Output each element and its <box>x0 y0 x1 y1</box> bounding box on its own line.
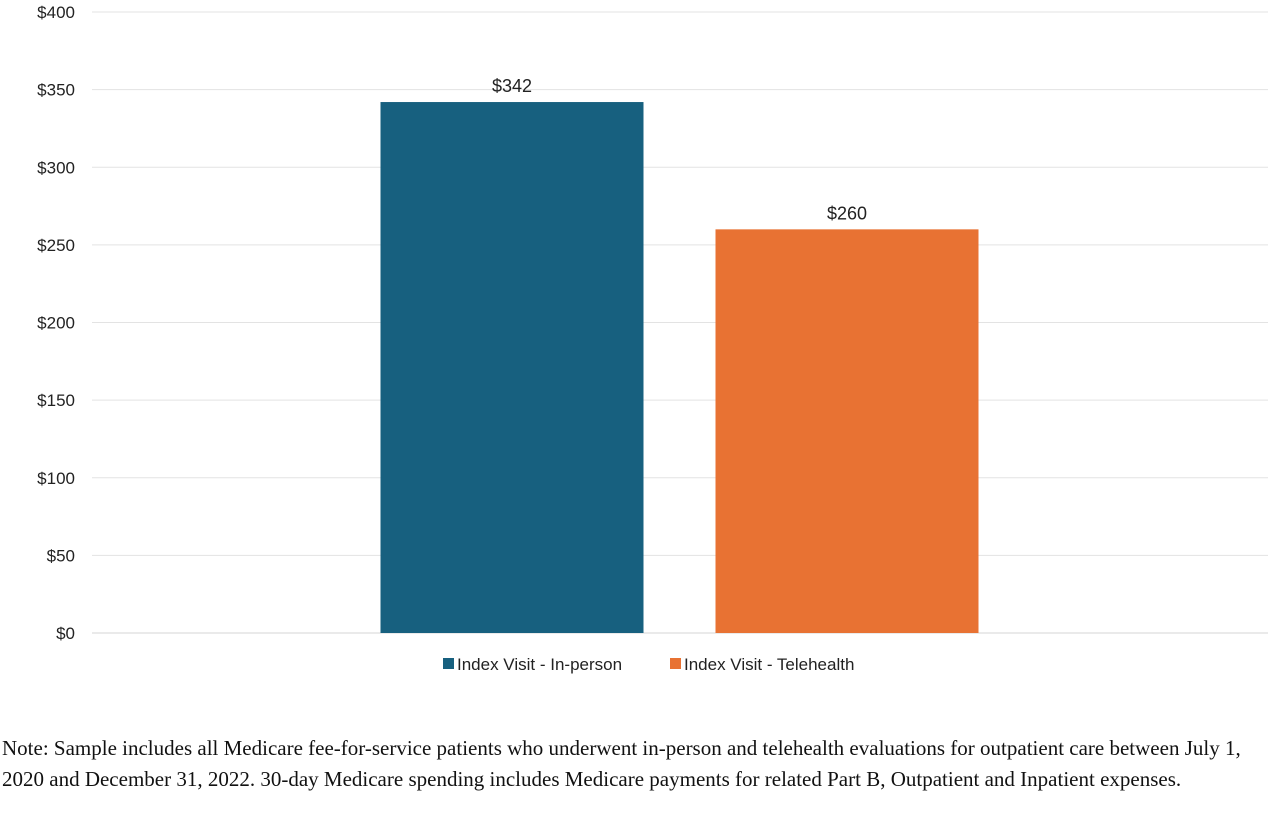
data-labels: $342 $260 <box>492 76 867 223</box>
legend: Index Visit - In-person Index Visit - Tel… <box>443 655 854 674</box>
legend-label: Index Visit - Telehealth <box>684 655 854 674</box>
data-label: $260 <box>827 203 867 223</box>
y-tick-label: $250 <box>37 236 75 255</box>
chart-note: Note: Sample includes all Medicare fee-f… <box>2 736 1241 791</box>
legend-swatch <box>443 658 454 669</box>
y-tick-label: $300 <box>37 158 75 177</box>
y-tick-label: $0 <box>56 624 75 643</box>
y-axis-tick-labels: $0 $50 $100 $150 $200 $250 $300 $350 $400 <box>37 3 75 643</box>
legend-label: Index Visit - In-person <box>457 655 622 674</box>
y-tick-label: $150 <box>37 391 75 410</box>
gridlines <box>92 11 1268 634</box>
bar-chart: $0 $50 $100 $150 $200 $250 $300 $350 $400 $342 $2… <box>37 3 1268 674</box>
bar <box>715 229 979 633</box>
y-tick-label: $200 <box>37 314 75 333</box>
y-tick-label: $100 <box>37 469 75 488</box>
bar <box>380 102 644 634</box>
data-label: $342 <box>492 76 532 96</box>
legend-swatch <box>670 658 681 669</box>
y-tick-label: $350 <box>37 81 75 100</box>
y-tick-label: $50 <box>47 546 75 565</box>
bars <box>380 102 979 634</box>
y-tick-label: $400 <box>37 3 75 22</box>
